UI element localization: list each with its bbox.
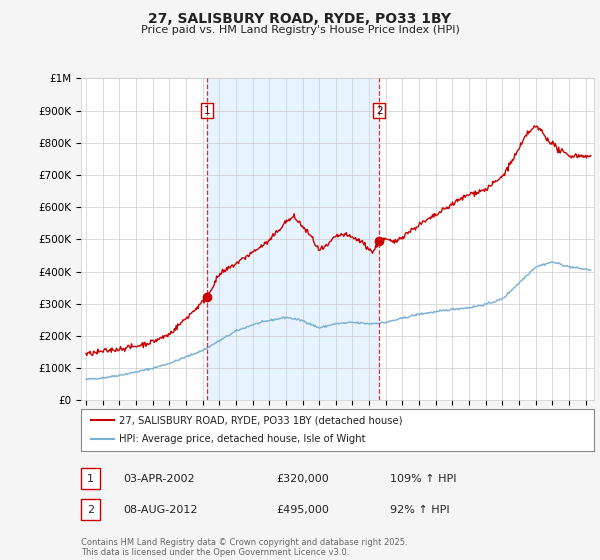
Text: 109% ↑ HPI: 109% ↑ HPI	[390, 474, 457, 484]
Text: 08-AUG-2012: 08-AUG-2012	[123, 505, 197, 515]
Text: £320,000: £320,000	[276, 474, 329, 484]
Text: 27, SALISBURY ROAD, RYDE, PO33 1BY: 27, SALISBURY ROAD, RYDE, PO33 1BY	[149, 12, 452, 26]
Text: £495,000: £495,000	[276, 505, 329, 515]
Text: Contains HM Land Registry data © Crown copyright and database right 2025.
This d: Contains HM Land Registry data © Crown c…	[81, 538, 407, 557]
Text: 1: 1	[87, 474, 94, 484]
Text: HPI: Average price, detached house, Isle of Wight: HPI: Average price, detached house, Isle…	[119, 435, 366, 445]
Text: 2: 2	[376, 106, 382, 115]
Text: 92% ↑ HPI: 92% ↑ HPI	[390, 505, 449, 515]
Bar	[207, 78, 379, 400]
Text: 27, SALISBURY ROAD, RYDE, PO33 1BY (detached house): 27, SALISBURY ROAD, RYDE, PO33 1BY (deta…	[119, 415, 403, 425]
Text: Price paid vs. HM Land Registry's House Price Index (HPI): Price paid vs. HM Land Registry's House …	[140, 25, 460, 35]
Text: 2: 2	[87, 505, 94, 515]
Text: 03-APR-2002: 03-APR-2002	[123, 474, 194, 484]
Text: 1: 1	[203, 106, 210, 115]
